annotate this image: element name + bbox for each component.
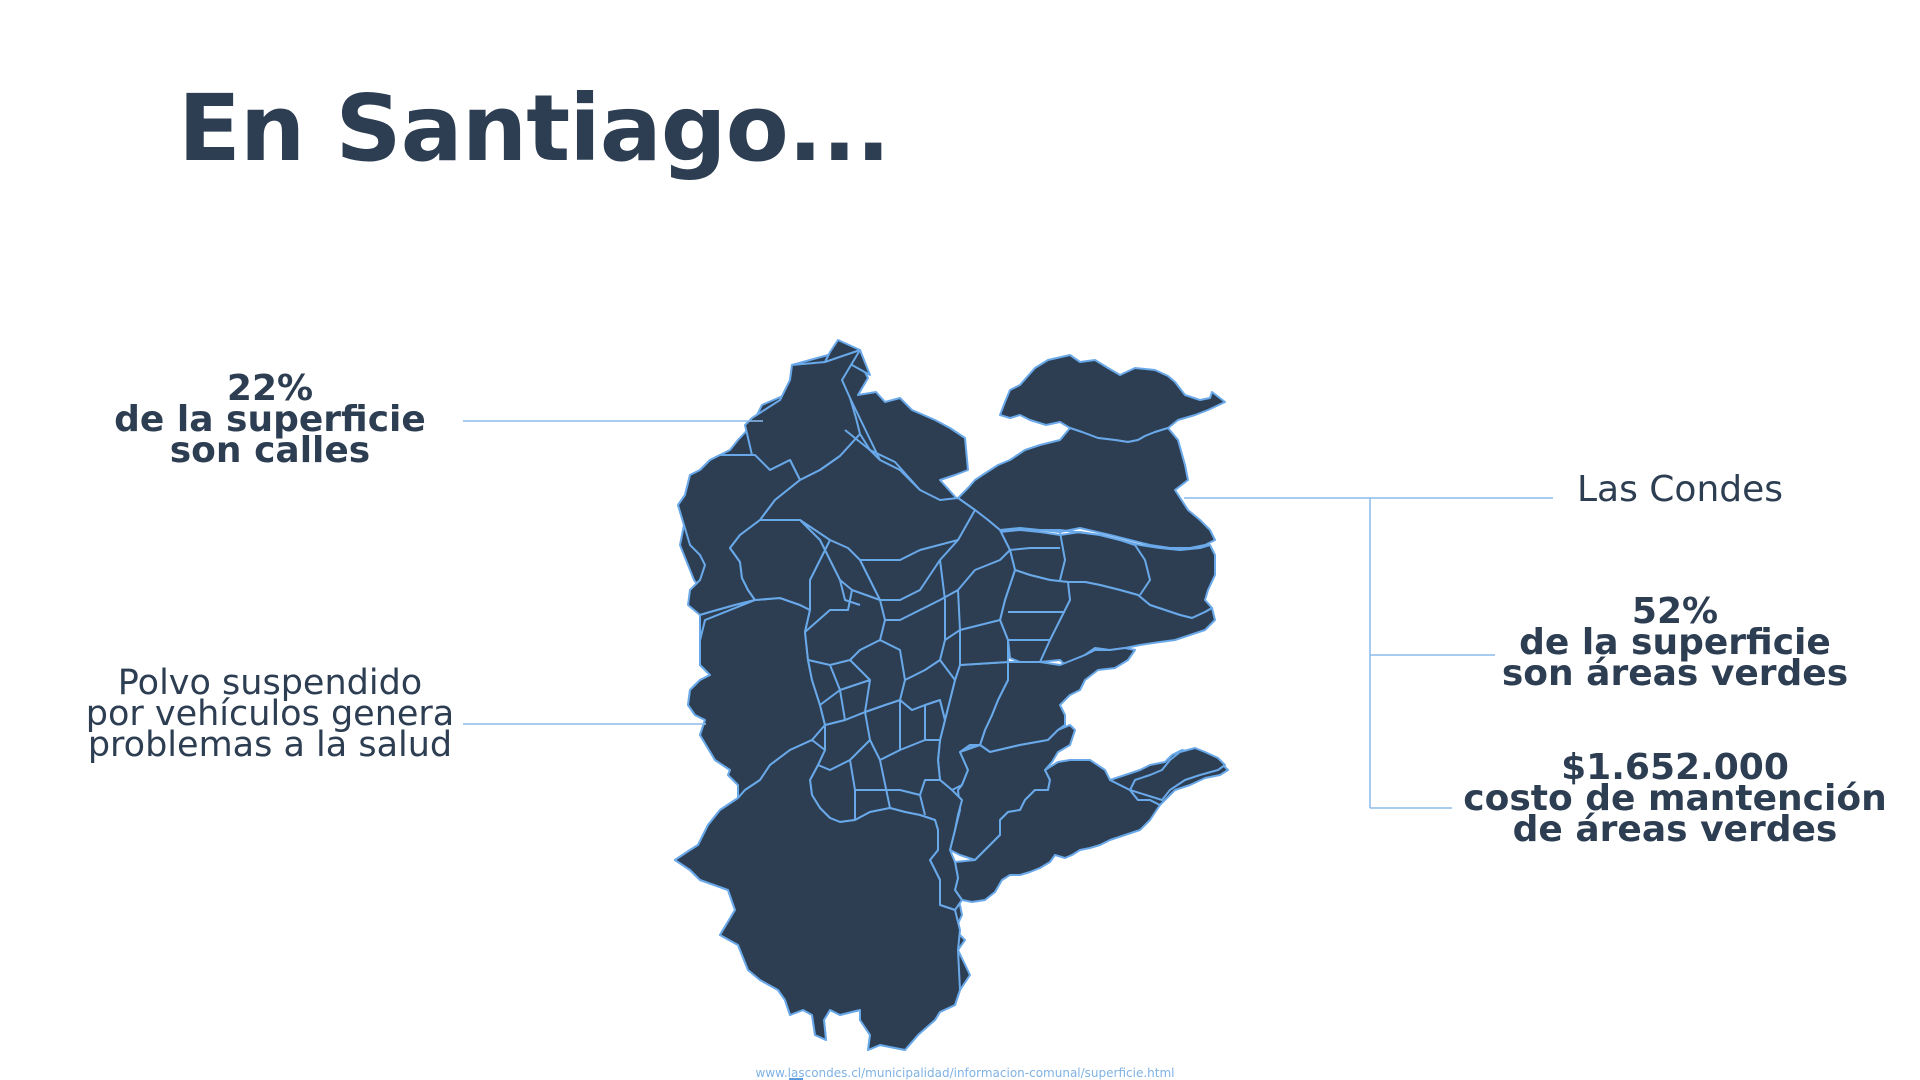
stat-green-line2: son áreas verdes: [1501, 653, 1849, 694]
stat-cost-line1: costo de mantención: [1463, 778, 1887, 819]
source-underline-mark: [789, 1078, 803, 1080]
slide-title: En Santiago...: [178, 75, 891, 182]
stat-cost-line2: de áreas verdes: [1512, 809, 1838, 850]
map-commune-borders: [760, 397, 1151, 820]
stat-dust: Polvo suspendido por vehículos genera pr…: [60, 663, 480, 765]
stat-green-line1: de la superficie: [1519, 622, 1831, 663]
source-link[interactable]: www.lascondes.cl/municipalidad/informaci…: [755, 1066, 1175, 1080]
commune-label-las-condes: Las Condes: [1576, 469, 1784, 510]
stat-dust-line3: problemas a la salud: [87, 725, 453, 765]
stat-dust-line1: Polvo suspendido: [117, 663, 423, 703]
stat-maintenance-cost: $1.652.000 costo de mantención de áreas …: [1455, 747, 1895, 850]
stat-streets: 22% de la superficie son calles: [80, 368, 460, 471]
map-commune-lo-barnechea: [999, 354, 1226, 443]
map-commune-vitacura: [957, 427, 1216, 549]
stat-streets-line2: son calles: [169, 430, 371, 471]
map-commune-central-cluster: [729, 433, 1016, 726]
stat-green-value: 52%: [1631, 591, 1719, 632]
stat-green-areas: 52% de la superficie son áreas verdes: [1455, 591, 1895, 694]
stat-streets-value: 22%: [226, 368, 314, 409]
stat-dust-line2: por vehículos genera: [85, 694, 455, 734]
map-commune-east-spur: [1129, 747, 1226, 801]
stat-cost-value: $1.652.000: [1561, 747, 1789, 788]
map-commune-calera-de-tango: [674, 739, 961, 1051]
stat-streets-line1: de la superficie: [114, 399, 426, 440]
